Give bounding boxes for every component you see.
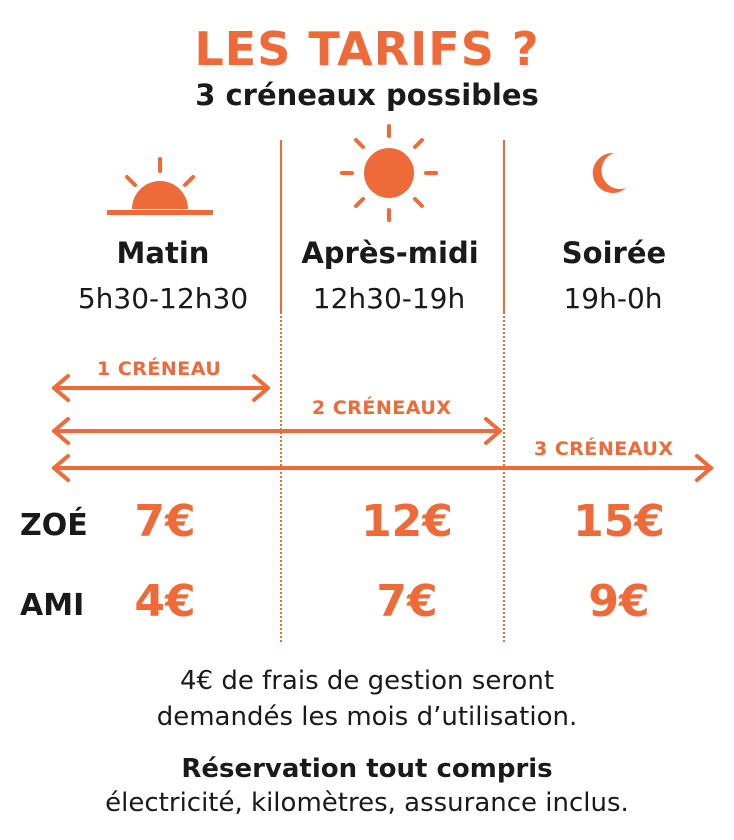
row-label-ami: AMI xyxy=(20,588,85,623)
price-ami-2: 7€ xyxy=(376,576,438,627)
footer-fees-line-1: 4€ de frais de gestion seront xyxy=(179,666,555,696)
sunrise-icon xyxy=(107,157,213,215)
range-2-arrow xyxy=(52,417,502,445)
slot-name-apres-midi: Après-midi xyxy=(301,236,479,270)
page-subtitle: 3 créneaux possibles xyxy=(195,78,539,112)
separator-2-dotted xyxy=(503,312,505,642)
slot-hours-apres-midi: 12h30-19h xyxy=(312,282,466,315)
footer-fees-line-2: demandés les mois d’utilisation. xyxy=(156,702,578,732)
range-3-arrow xyxy=(52,454,713,482)
range-2-label: 2 CRÉNEAUX xyxy=(312,397,452,419)
page-title: LES TARIFS ? xyxy=(194,22,540,76)
price-zoe-2: 12€ xyxy=(361,496,453,547)
slot-hours-matin: 5h30-12h30 xyxy=(77,282,249,315)
range-1-label: 1 CRÉNEAU xyxy=(97,358,222,380)
moon-icon xyxy=(592,152,626,193)
footer-included-items: électricité, kilomètres, assurance inclu… xyxy=(105,788,629,818)
price-zoe-3: 15€ xyxy=(573,496,665,547)
range-1-arrow xyxy=(52,374,270,402)
footer-all-inclusive: Réservation tout compris xyxy=(181,754,553,784)
price-ami-1: 4€ xyxy=(134,576,196,627)
slot-name-soiree: Soirée xyxy=(561,236,667,270)
slot-name-matin: Matin xyxy=(116,236,210,270)
separator-1-solid xyxy=(280,140,282,312)
slot-hours-soiree: 19h-0h xyxy=(563,282,663,315)
separator-2-solid xyxy=(503,140,505,312)
separator-1-dotted xyxy=(280,312,282,642)
price-zoe-1: 7€ xyxy=(134,496,196,547)
range-3-label: 3 CRÉNEAUX xyxy=(534,438,674,460)
row-label-zoe: ZOÉ xyxy=(20,508,88,543)
price-ami-3: 9€ xyxy=(588,576,650,627)
sun-icon xyxy=(340,124,438,222)
